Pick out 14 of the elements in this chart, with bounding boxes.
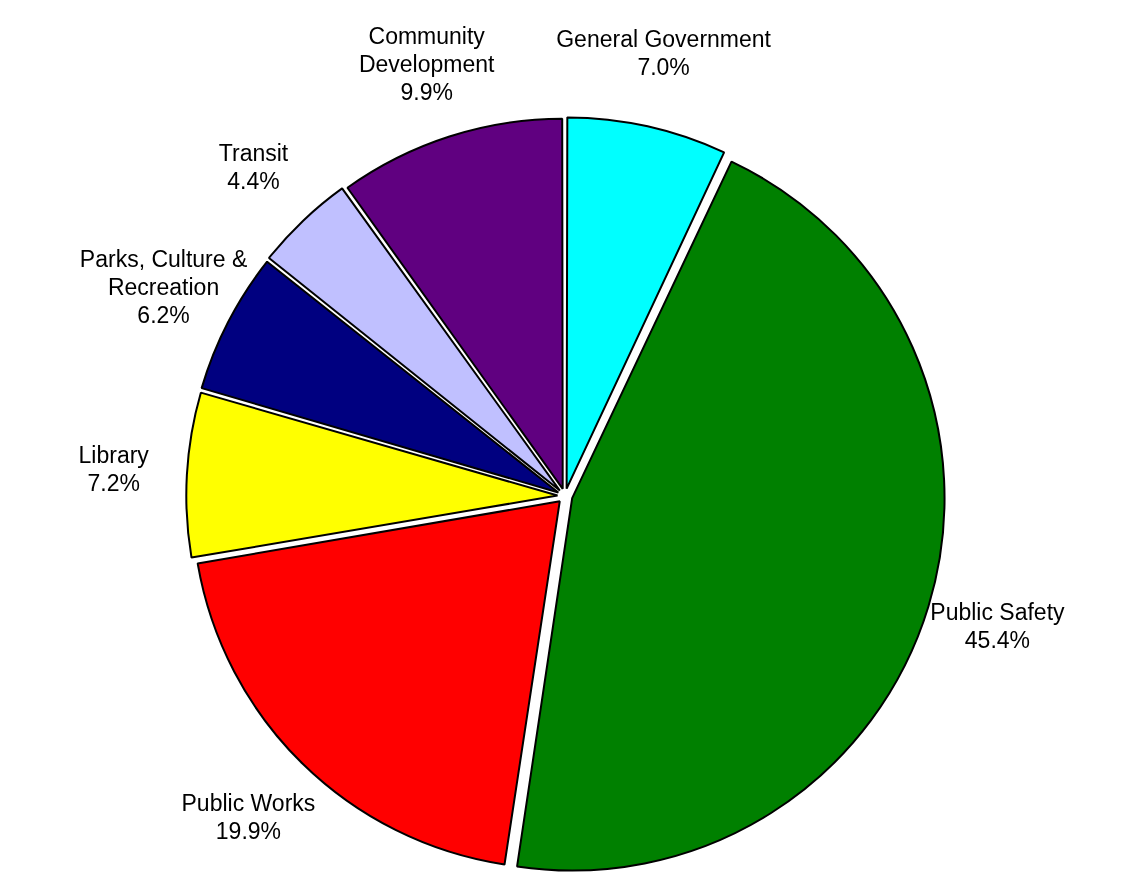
data-label: 45.4% [964, 626, 1031, 653]
slice-label: Library [78, 441, 150, 468]
slice-label: Community Development [358, 23, 496, 78]
data-label: 19.9% [215, 817, 282, 844]
slice-label: Transit [218, 139, 289, 166]
data-label: 9.9% [400, 79, 453, 106]
slice-label: Parks, Culture & Recreation [79, 245, 248, 300]
data-label: 7.2% [87, 469, 140, 496]
data-label: 7.0% [637, 54, 690, 81]
slice-label: Public Safety [930, 598, 1066, 625]
data-label: 6.2% [137, 301, 190, 328]
slice-label: General Government [556, 26, 772, 53]
slice-label: Public Works [181, 789, 316, 816]
data-label: 4.4% [227, 167, 280, 194]
